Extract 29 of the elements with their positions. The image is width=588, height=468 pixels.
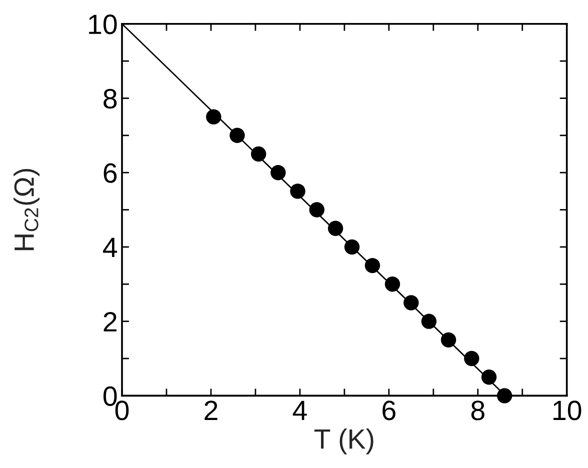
point — [364, 258, 380, 274]
point — [481, 369, 497, 385]
point — [344, 239, 360, 255]
point — [290, 184, 306, 199]
point — [404, 295, 419, 310]
y-axis-title: H$_{C2}$(Ω) — [14, 168, 40, 250]
point — [230, 128, 245, 144]
point — [328, 220, 344, 236]
point — [440, 332, 456, 348]
point — [421, 314, 437, 329]
x-tick-label: 10 — [554, 400, 582, 420]
y-tick-label: 4 — [103, 238, 118, 258]
point — [464, 350, 480, 366]
point — [309, 202, 324, 218]
point — [270, 164, 286, 180]
x-axis-title: T (K) — [314, 428, 374, 454]
x-tick-label: 6 — [382, 400, 396, 420]
y-tick-label: 0 — [103, 386, 117, 406]
point — [206, 109, 222, 124]
x-tick-label: 8 — [471, 400, 484, 420]
x-tick-label: 4 — [292, 400, 307, 420]
point — [496, 388, 512, 404]
x-tick-label: 2 — [204, 400, 218, 420]
y-tick-label: 10 — [89, 14, 117, 34]
y-tick-label: 6 — [104, 163, 117, 183]
point — [250, 146, 266, 162]
point — [384, 276, 400, 292]
y-tick-label: 2 — [104, 312, 116, 332]
y-tick-label: 8 — [104, 88, 117, 109]
